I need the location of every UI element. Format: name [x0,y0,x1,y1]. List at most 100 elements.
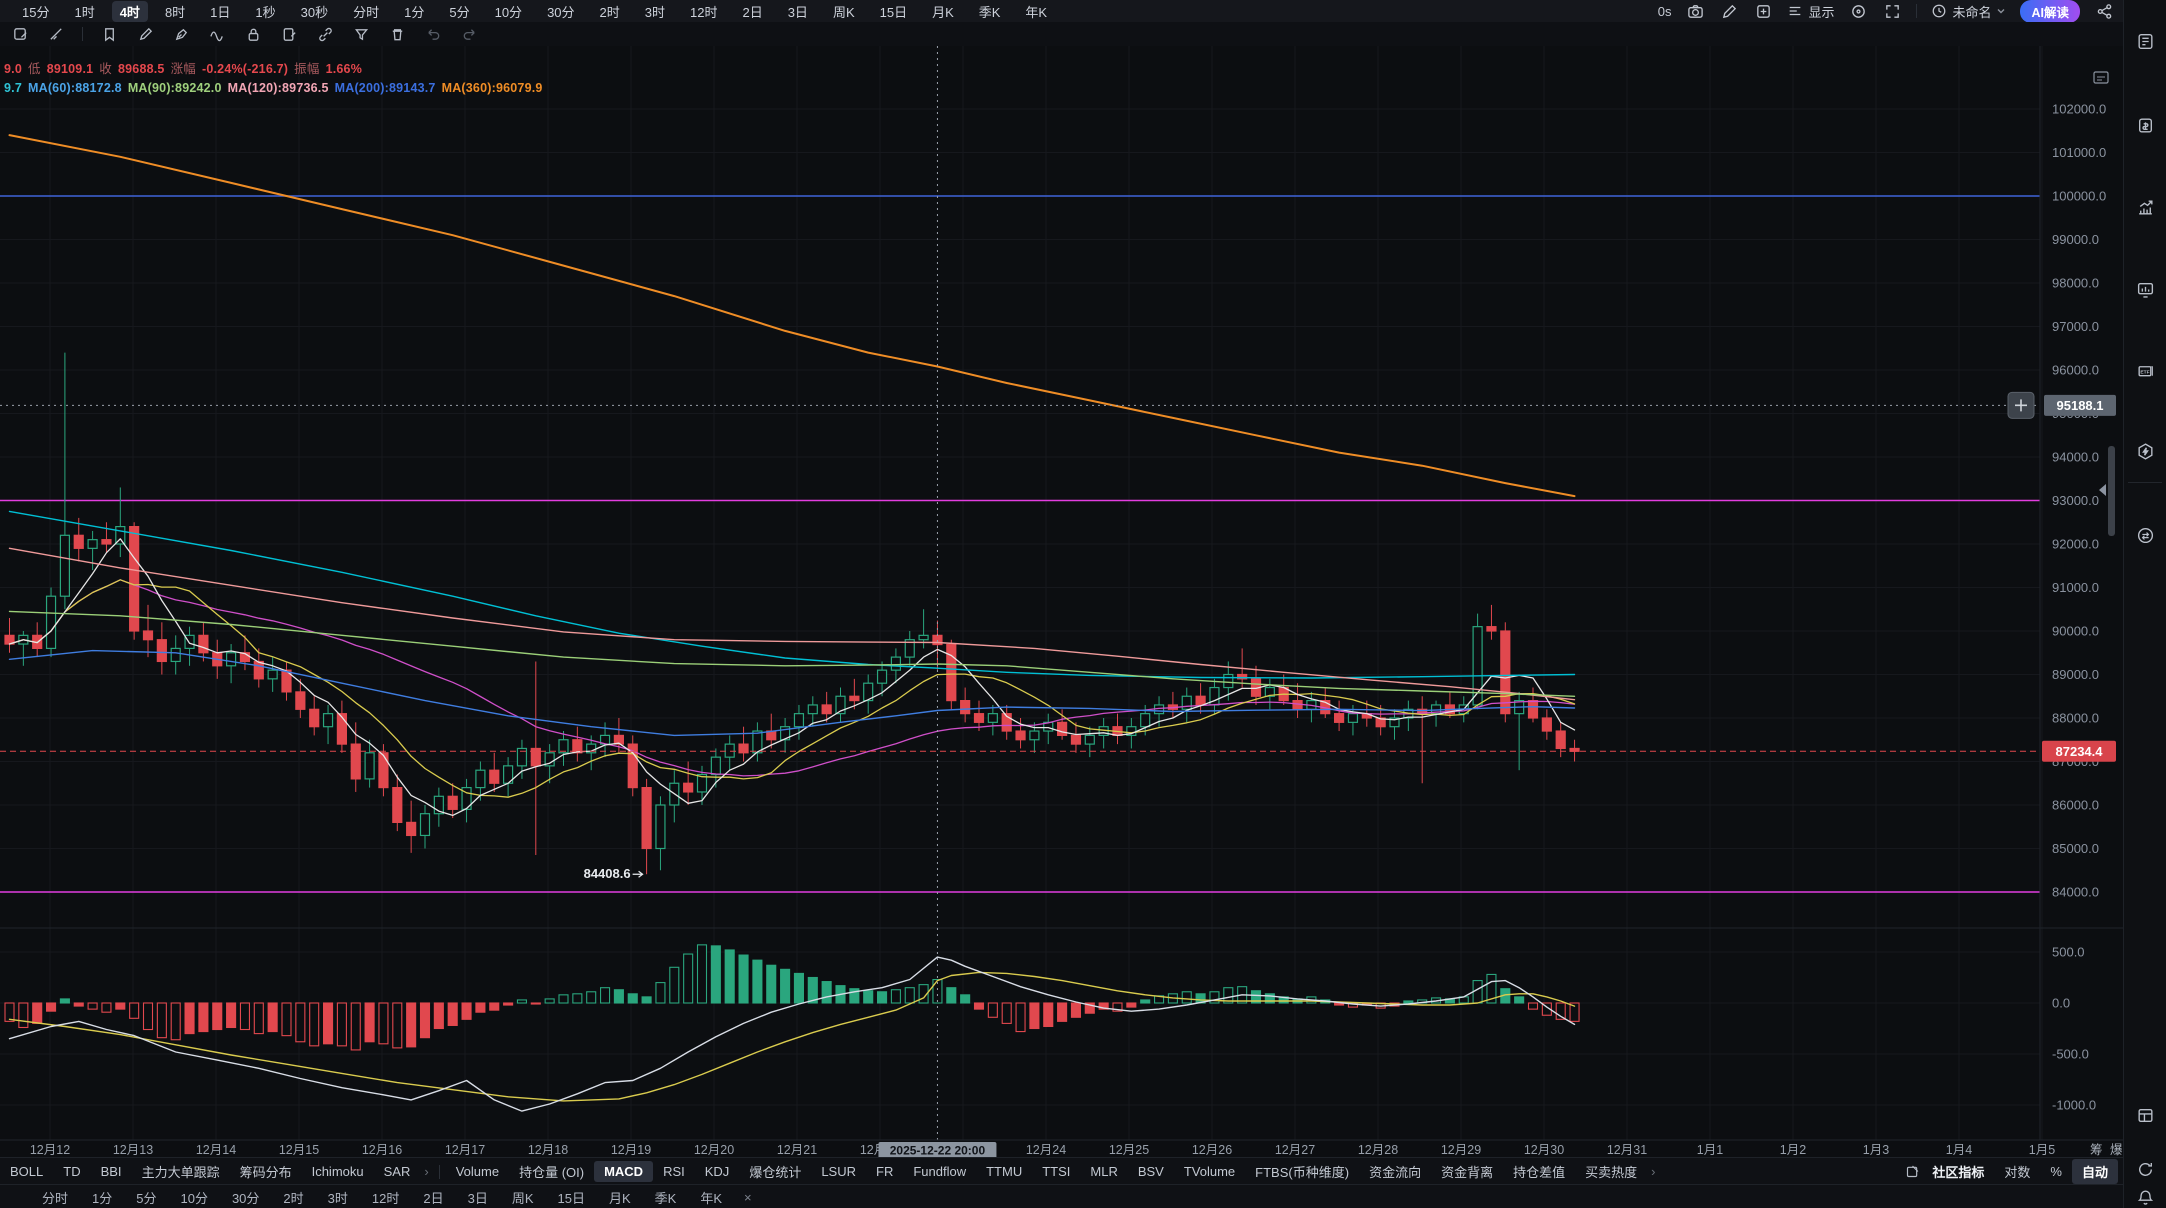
timeframe-4时[interactable]: 4时 [111,0,148,22]
indicator-tab-持仓量OI[interactable]: 持仓量 (OI) [519,1165,585,1180]
timeframe-年K[interactable]: 年K [1025,4,1048,20]
tabs-scroll-chevron[interactable]: › [1651,1164,1656,1179]
timeframe-3时[interactable]: 3时 [644,4,665,20]
redo-icon[interactable] [459,24,479,44]
bottom-timeframe-30分[interactable]: 30分 [231,1190,260,1206]
trash-icon[interactable] [387,24,407,44]
axis-scroll-handle[interactable] [2108,446,2115,536]
price-axis[interactable]: 102000.0 101000.0 100000.0 99000.0 98000.0 97… [2052,102,2106,1113]
indicator-tab-MACD[interactable]: MACD [594,1161,654,1182]
lock-icon[interactable] [243,24,263,44]
indicator-tab-MLR[interactable]: MLR [1090,1164,1118,1179]
bottom-timeframe-3时[interactable]: 3时 [327,1190,348,1206]
bottom-timeframe-分时[interactable]: 分时 [42,1190,69,1206]
timeframe-1分[interactable]: 1分 [404,4,425,20]
monitor-chart-icon[interactable] [2132,276,2158,302]
axis-toggle-筹[interactable]: 筹 [2090,1142,2103,1157]
chart-canvas[interactable]: 84408.6 102000.0 101000.0 100000.0 99000.0 98… [0,46,2124,1159]
token-hex-icon[interactable] [2132,438,2158,464]
edit-icon[interactable] [1719,1,1739,21]
add-pane-icon[interactable] [1753,1,1773,21]
timeframe-1秒[interactable]: 1秒 [255,4,276,20]
date-axis[interactable]: 12月12 12月13 12月14 12月15 12月16 12月17 12月18 12月19… [30,1143,2055,1157]
bottom-timeframe-3日[interactable]: 3日 [467,1190,488,1206]
timeframe-2日[interactable]: 2日 [742,4,763,20]
indicator-tab-BOLL[interactable]: BOLL [10,1164,44,1179]
panel-edit-icon[interactable] [10,24,30,44]
display-settings-button[interactable]: 显示 [1787,2,1834,21]
indicator-tab-BBI[interactable]: BBI [100,1164,122,1179]
timeframe-5分[interactable]: 5分 [449,4,470,20]
bottom-timeframe-10分[interactable]: 10分 [180,1190,208,1206]
pane-maximize-icon[interactable] [2093,71,2109,84]
indicator-tab-主力大单跟踪[interactable]: 主力大单跟踪 [141,1165,220,1180]
timeframe-1时[interactable]: 1时 [74,4,95,20]
indicator-tab-社区指标[interactable]: 社区指标 [1932,1165,1985,1180]
timeframe-月K[interactable]: 月K [932,4,954,20]
timeframe-季K[interactable]: 季K [978,4,1001,20]
bottom-timeframe-2时[interactable]: 2时 [283,1190,304,1206]
indicator-tab-LSUR[interactable]: LSUR [821,1164,857,1179]
indicator-tab-资金背离[interactable]: 资金背离 [1441,1165,1494,1180]
indicator-tab-%[interactable]: % [2050,1164,2062,1179]
pencil-icon[interactable] [135,24,155,44]
bottom-timeframe-月K[interactable]: 月K [608,1190,631,1206]
timeframe-分时[interactable]: 分时 [353,4,380,20]
timeframe-8时[interactable]: 8时 [164,4,186,20]
share-icon[interactable] [2094,1,2114,21]
indicator-tab-Fundflow[interactable]: Fundflow [913,1164,967,1179]
camera-icon[interactable] [1685,1,1705,21]
timeframe-3日[interactable]: 3日 [787,4,808,20]
bottom-timeframe-2日[interactable]: 2日 [423,1190,444,1206]
wave-icon[interactable] [207,24,227,44]
indicator-tab-买卖热度[interactable]: 买卖热度 [1585,1165,1638,1180]
bottom-timeframe-12时[interactable]: 12时 [371,1190,400,1206]
timeframe-10分[interactable]: 10分 [494,4,523,20]
indicator-tab-TTSI[interactable]: TTSI [1042,1164,1071,1179]
timeframe-周K[interactable]: 周K [832,4,855,20]
link-icon[interactable] [315,24,335,44]
indicator-tab-SAR[interactable]: SAR [383,1164,411,1179]
bottom-timeframe-5分[interactable]: 5分 [136,1190,157,1206]
bell-icon[interactable] [2132,1184,2158,1208]
ai-analysis-button[interactable]: AI解读 [2020,0,2080,23]
etf-icon[interactable]: ETF [2132,358,2158,384]
indicator-tab-筹码分布[interactable]: 筹码分布 [239,1165,292,1180]
indicator-tab-资金流向[interactable]: 资金流向 [1369,1165,1422,1180]
timeframe-1日[interactable]: 1日 [210,4,231,20]
bottom-timeframe-周K[interactable]: 周K [511,1190,534,1206]
timeframe-30秒[interactable]: 30秒 [300,4,329,20]
indicator-tab-KDJ[interactable]: KDJ [704,1164,730,1179]
timeframe-15分[interactable]: 15分 [22,4,50,20]
indicator-tab-TVolume[interactable]: TVolume [1183,1164,1236,1179]
indicator-tab-Volume[interactable]: Volume [455,1164,500,1179]
indicator-tab-爆仓统计[interactable]: 爆仓统计 [749,1165,802,1180]
note-edit-icon[interactable] [279,24,299,44]
bottom-timeframe-季K[interactable]: 季K [654,1190,677,1206]
indicator-tab-TD[interactable]: TD [63,1164,81,1179]
fullscreen-icon[interactable] [1882,1,1902,21]
funnel-icon[interactable] [351,24,371,44]
target-icon[interactable] [1848,1,1868,21]
form-icon[interactable] [2132,28,2158,54]
layout-icon[interactable] [2132,1102,2158,1128]
timeframe-2时[interactable]: 2时 [599,4,620,20]
undo-icon[interactable] [423,24,443,44]
indicator-tab-对数[interactable]: 对数 [2004,1165,2031,1180]
convert-icon[interactable] [2132,522,2158,548]
money-report-icon[interactable] [2132,112,2158,138]
bottom-timeframe-1分[interactable]: 1分 [92,1190,113,1206]
timeframe-15日[interactable]: 15日 [879,4,908,20]
indicator-tab-持仓差值[interactable]: 持仓差值 [1513,1165,1566,1180]
indicator-tab-Ichimoku[interactable]: Ichimoku [311,1164,364,1179]
axis-toggle-爆[interactable]: 爆 [2110,1143,2123,1157]
bottom-timeframe-年K[interactable]: 年K [700,1190,722,1206]
indicator-tab-FR[interactable]: FR [876,1164,894,1179]
edit-indicators-icon[interactable] [1902,1162,1922,1182]
tabs-scroll-chevron[interactable]: › [424,1164,429,1179]
trend-chart-icon[interactable] [2132,194,2158,220]
indicator-tab-RSI[interactable]: RSI [663,1164,685,1179]
indicator-tab-FTBS币种维度[interactable]: FTBS(币种维度) [1255,1165,1350,1180]
layout-name-menu[interactable]: 未命名 [1931,2,2006,21]
timeframe-12时[interactable]: 12时 [690,4,718,20]
